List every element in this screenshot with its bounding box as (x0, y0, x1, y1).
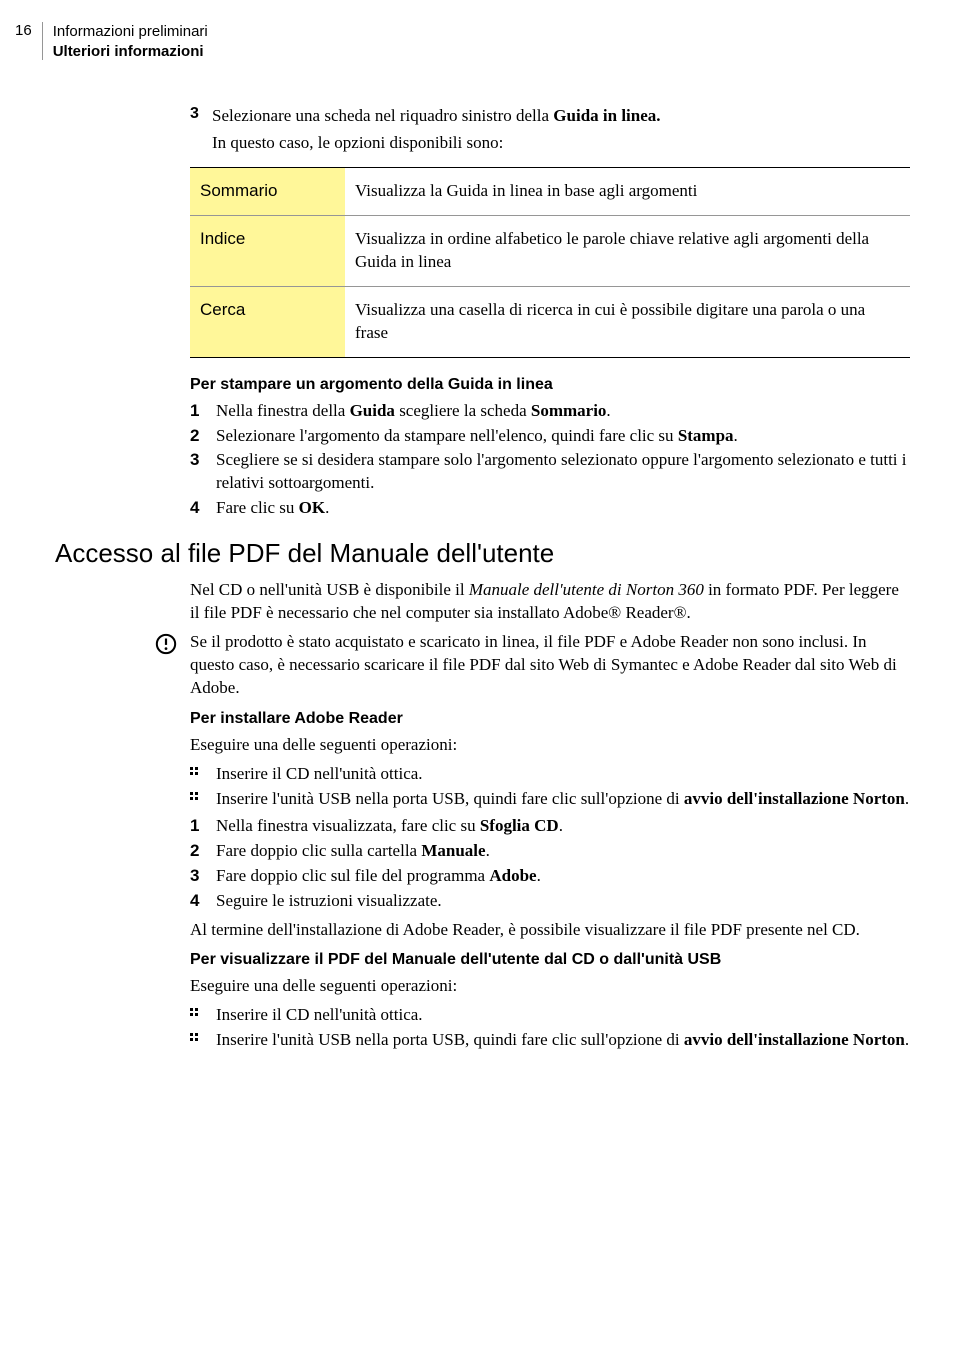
header-title: Informazioni preliminari (53, 22, 208, 42)
pdf-section-heading: Accesso al file PDF del Manuale dell'ute… (55, 538, 910, 569)
install-intro: Eseguire una delle seguenti operazioni: (190, 734, 910, 757)
install-bullets: Inserire il CD nell'unità ottica. Inseri… (190, 763, 910, 811)
option-label: Sommario (190, 167, 345, 215)
list-item: 3Fare doppio clic sul file del programma… (190, 865, 910, 888)
option-label: Indice (190, 215, 345, 286)
list-item: 1Nella finestra della Guida scegliere la… (190, 400, 910, 423)
step-text: Selezionare una scheda nel riquadro sini… (212, 105, 661, 128)
header-divider (42, 22, 43, 60)
list-item: 2Selezionare l'argomento da stampare nel… (190, 425, 910, 448)
header-subtitle: Ulteriori informazioni (53, 42, 208, 62)
list-item: Inserire il CD nell'unità ottica. (190, 1004, 910, 1027)
bullet-icon (190, 763, 216, 786)
list-item: 2Fare doppio clic sulla cartella Manuale… (190, 840, 910, 863)
install-steps: 1Nella finestra visualizzata, fare clic … (190, 815, 910, 913)
options-table: Sommario Visualizza la Guida in linea in… (190, 167, 910, 358)
list-item: Inserire il CD nell'unità ottica. (190, 763, 910, 786)
list-item: 3Scegliere se si desidera stampare solo … (190, 449, 910, 495)
list-item: Inserire l'unità USB nella porta USB, qu… (190, 1029, 910, 1052)
view-bullets: Inserire il CD nell'unità ottica. Inseri… (190, 1004, 910, 1052)
pdf-intro-para: Nel CD o nell'unità USB è disponibile il… (190, 579, 910, 625)
bullet-icon (190, 1029, 216, 1052)
step-number: 3 (190, 105, 212, 128)
list-item: Inserire l'unità USB nella porta USB, qu… (190, 788, 910, 811)
bullet-icon (190, 1004, 216, 1027)
list-item: 4Seguire le istruzioni visualizzate. (190, 890, 910, 913)
install-heading: Per installare Adobe Reader (190, 710, 910, 728)
bullet-icon (190, 788, 216, 811)
option-label: Cerca (190, 286, 345, 357)
warning-row: Se il prodotto è stato acquistato e scar… (190, 631, 910, 700)
warning-text: Se il prodotto è stato acquistato e scar… (190, 631, 910, 700)
after-install-para: Al termine dell'installazione di Adobe R… (190, 919, 910, 942)
table-row: Sommario Visualizza la Guida in linea in… (190, 167, 910, 215)
table-row: Cerca Visualizza una casella di ricerca … (190, 286, 910, 357)
option-desc: Visualizza la Guida in linea in base agl… (345, 167, 910, 215)
intro-step: 3 Selezionare una scheda nel riquadro si… (190, 105, 910, 128)
page-number: 16 (15, 22, 42, 61)
option-desc: Visualizza una casella di ricerca in cui… (345, 286, 910, 357)
list-item: 1Nella finestra visualizzata, fare clic … (190, 815, 910, 838)
option-desc: Visualizza in ordine alfabetico le parol… (345, 215, 910, 286)
page-content: 3 Selezionare una scheda nel riquadro si… (190, 105, 910, 1052)
view-intro: Eseguire una delle seguenti operazioni: (190, 975, 910, 998)
view-heading: Per visualizzare il PDF del Manuale dell… (190, 951, 910, 969)
page-header: 16 Informazioni preliminari Ulteriori in… (15, 22, 208, 61)
list-item: 4Fare clic su OK. (190, 497, 910, 520)
intro-followup: In questo caso, le opzioni disponibili s… (212, 132, 910, 155)
print-steps: 1Nella finestra della Guida scegliere la… (190, 400, 910, 521)
table-row: Indice Visualizza in ordine alfabetico l… (190, 215, 910, 286)
print-heading: Per stampare un argomento della Guida in… (190, 376, 910, 394)
warning-icon (155, 633, 177, 655)
header-titles: Informazioni preliminari Ulteriori infor… (53, 22, 208, 61)
